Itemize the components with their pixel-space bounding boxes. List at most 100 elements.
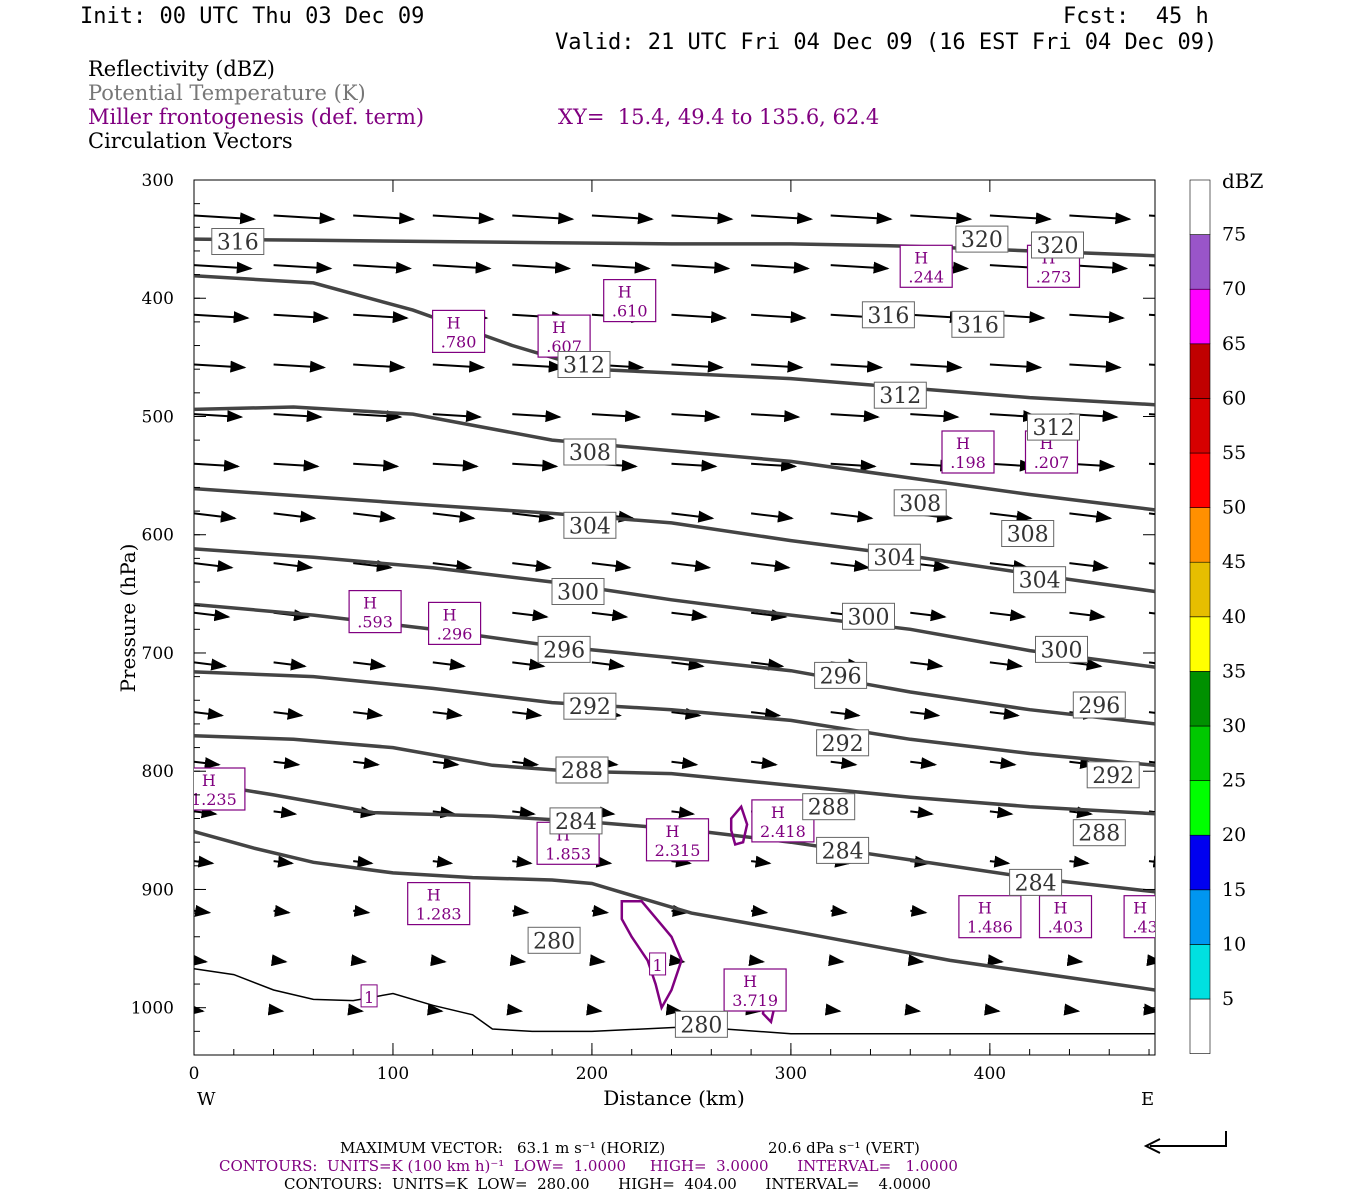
circulation-vector <box>910 360 963 373</box>
colorbar-segment <box>1189 179 1211 235</box>
theta-label: 284 <box>555 810 597 835</box>
frontogenesis-max-h: H <box>956 434 970 453</box>
circulation-vector <box>591 410 642 423</box>
miller-legend: Miller frontogenesis (def. term) <box>88 105 425 129</box>
circulation-vector <box>432 212 495 225</box>
circulation-vector <box>347 1003 364 1016</box>
theta-label-box <box>557 351 611 378</box>
circulation-vector <box>1148 810 1155 814</box>
circulation-vector <box>430 954 447 967</box>
circulation-vector <box>273 658 307 671</box>
circulation-vector <box>432 757 460 770</box>
circulation-vector <box>989 212 1052 225</box>
circulation-vector <box>1146 954 1155 967</box>
circulation-vector <box>506 1003 524 1016</box>
circulation-vector <box>194 757 221 770</box>
frontogenesis-max-box <box>723 968 787 1012</box>
theta-line-308 <box>194 405 1155 512</box>
y-axis-title: Pressure (hPa) <box>116 544 140 693</box>
frontogenesis-max-value: 3.719 <box>732 991 778 1010</box>
circulation-vector <box>824 1003 842 1016</box>
colorbar-level-label: 15 <box>1222 879 1246 901</box>
circulation-vector <box>750 904 769 917</box>
theta-label-box <box>563 438 617 466</box>
circulation-vector <box>751 261 810 274</box>
circulation-vector <box>194 806 218 819</box>
frontogenesis-max-value: .296 <box>437 624 473 643</box>
circulation-vector <box>353 707 384 720</box>
theta-label-box <box>1072 691 1126 719</box>
frontogenesis-max-value: .593 <box>357 613 393 632</box>
colorbar-segment <box>1189 834 1211 891</box>
frontogenesis-max-h: H <box>743 972 757 991</box>
frontogenesis-max-value: .207 <box>1034 453 1070 472</box>
colorbar-segment <box>1189 944 1211 1000</box>
max-vector-label: MAXIMUM VECTOR: <box>340 1139 503 1157</box>
theta-label-box <box>802 793 856 821</box>
circulation-vector <box>910 757 938 770</box>
circulation-vector <box>1148 413 1155 416</box>
colorbar-level-label: 25 <box>1222 770 1246 792</box>
theta-label: 304 <box>873 546 915 571</box>
theta-label: 304 <box>1019 569 1061 594</box>
colorbar-segment <box>1189 780 1211 836</box>
circulation-vector <box>748 954 766 967</box>
frontogenesis-max-box <box>428 601 482 646</box>
init-time: Init: 00 UTC Thu 03 Dec 09 <box>80 4 425 29</box>
colorbar-level-label: 75 <box>1222 224 1246 246</box>
circulation-vector <box>830 707 861 720</box>
frontogenesis-max-box <box>899 244 953 288</box>
circulation-vector <box>989 510 1033 523</box>
circulation-vector <box>671 261 731 274</box>
circulation-vector <box>353 459 400 472</box>
frontogenesis-max-h: H <box>771 803 785 822</box>
theta-label: 316 <box>867 304 909 329</box>
circulation-vector <box>432 410 482 423</box>
colorbar-level-label: 40 <box>1222 606 1246 628</box>
circulation-vector <box>353 311 409 324</box>
frontogenesis-max-box <box>194 767 246 811</box>
theta-label-box <box>1013 566 1067 594</box>
circulation-vector <box>194 1003 205 1016</box>
circulation-vector <box>750 855 772 868</box>
circulation-vector <box>910 806 934 819</box>
frontogenesis-max-value: 1.486 <box>967 918 1013 937</box>
circulation-vector <box>671 658 705 671</box>
circulation-vector <box>353 510 396 523</box>
circulation-vector <box>194 904 212 917</box>
valid-time: Valid: 21 UTC Fri 04 Dec 09 (16 EST Fri … <box>555 30 1218 55</box>
circulation-vector <box>512 806 536 819</box>
circulation-vector <box>751 410 801 423</box>
x-tick-label: 200 <box>576 1064 608 1084</box>
circulation-vector <box>273 410 323 423</box>
colorbar-level-label: 5 <box>1222 988 1234 1010</box>
circulation-vector <box>830 559 871 572</box>
circulation-vector <box>512 904 530 917</box>
circulation-vector <box>273 360 326 373</box>
circulation-vector <box>671 559 712 572</box>
circulation-vector <box>984 1003 1001 1016</box>
theta-label-box <box>1072 819 1126 847</box>
frontogenesis-contour <box>620 900 683 1012</box>
circulation-vector <box>512 212 575 225</box>
theta-label: 288 <box>1078 822 1120 847</box>
circulation-vector <box>751 459 798 472</box>
circulation-vector <box>828 954 845 967</box>
circulation-vector <box>273 855 294 868</box>
circulation-vector <box>671 707 702 720</box>
circulation-vector <box>1148 462 1155 466</box>
reflectivity-legend: Reflectivity (dBZ) <box>88 57 276 81</box>
circulation-vector <box>989 658 1024 671</box>
circulation-vector <box>830 757 858 770</box>
colorbar-unit: dBZ <box>1222 169 1264 193</box>
frontogenesis-max-value: 1.853 <box>545 844 591 863</box>
circulation-vector <box>1066 954 1084 967</box>
theta-label: 288 <box>561 759 603 784</box>
circulation-vector <box>194 707 224 720</box>
colorbar-segment <box>1189 998 1211 1054</box>
circulation-vector <box>904 1003 922 1016</box>
circulation-vector <box>273 459 320 472</box>
y-tick-label: 900 <box>142 880 174 900</box>
circulation-vector <box>432 510 476 523</box>
